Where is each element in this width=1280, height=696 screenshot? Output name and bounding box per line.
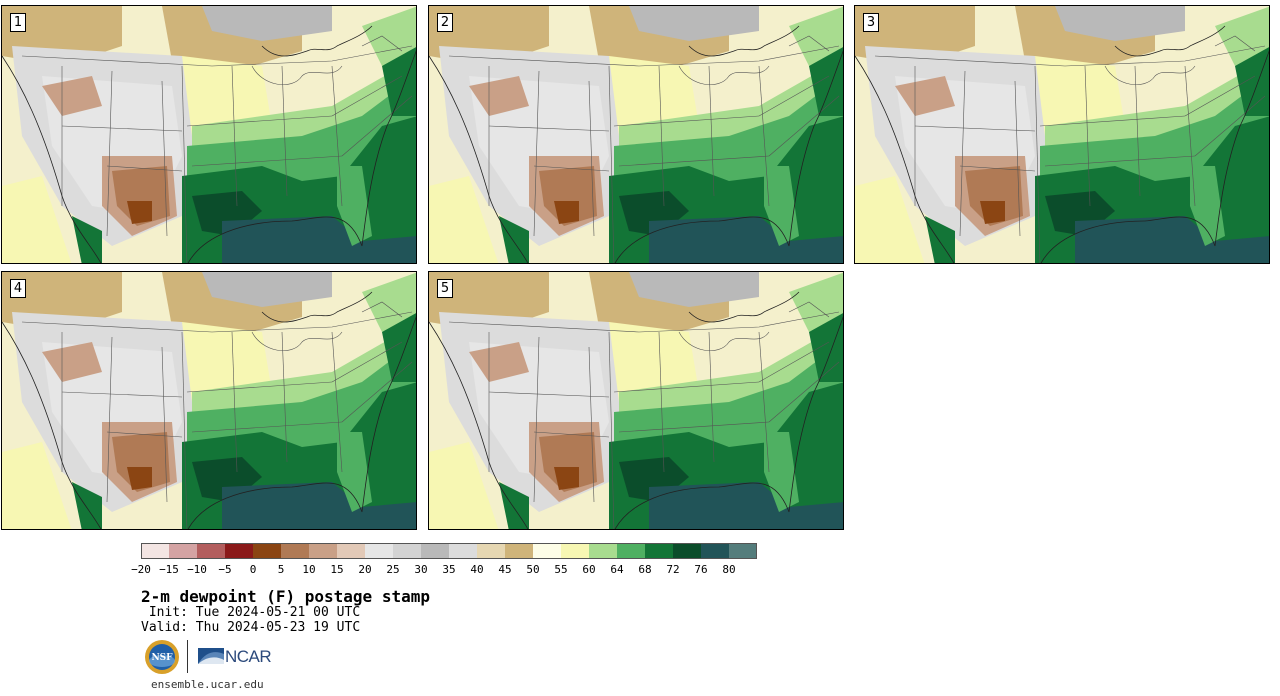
colorbar-segment: [673, 543, 702, 559]
colorbar-tick-label: 35: [442, 563, 456, 576]
nsf-logo-icon: NSF: [145, 640, 179, 674]
map-panel-3: 3: [854, 5, 1270, 264]
colorbar-segment: [225, 543, 254, 559]
colorbar-tick-label: 72: [666, 563, 680, 576]
panel-number: 4: [10, 279, 26, 298]
colorbar-tick-label: −5: [218, 563, 232, 576]
dewpoint-map: [2, 6, 416, 263]
map-panel-2: 2: [428, 5, 844, 264]
colorbar-segment: [393, 543, 422, 559]
dewpoint-map: [855, 6, 1269, 263]
map-panel-1: 1: [1, 5, 417, 264]
chart-title: 2-m dewpoint (F) postage stamp: [141, 587, 430, 606]
colorbar-tick-label: 80: [722, 563, 736, 576]
colorbar-tick-label: 15: [330, 563, 344, 576]
colorbar-segment: [421, 543, 450, 559]
panel-number: 2: [437, 13, 453, 32]
colorbar-tick-label: 76: [694, 563, 708, 576]
colorbar-tick-label: 20: [358, 563, 372, 576]
dewpoint-map: [2, 272, 416, 529]
colorbar-tick-label: 60: [582, 563, 596, 576]
colorbar-segment: [449, 543, 478, 559]
colorbar-segment: [253, 543, 282, 559]
map-panel-5: 5: [428, 271, 844, 530]
colorbar-tick-label: −15: [159, 563, 179, 576]
colorbar-segment: [281, 543, 310, 559]
colorbar-segment: [589, 543, 618, 559]
colorbar-tick-label: 68: [638, 563, 652, 576]
colorbar-segment: [701, 543, 730, 559]
colorbar-tick-label: 10: [302, 563, 316, 576]
colorbar-tick-label: 64: [610, 563, 624, 576]
panel-number: 1: [10, 13, 26, 32]
colorbar-segment: [533, 543, 562, 559]
colorbar-tick-label: 30: [414, 563, 428, 576]
colorbar-segment: [561, 543, 590, 559]
colorbar-tick-label: 25: [386, 563, 400, 576]
colorbar-tick-label: 45: [498, 563, 512, 576]
panel-number: 3: [863, 13, 879, 32]
colorbar-segment: [505, 543, 534, 559]
panel-number: 5: [437, 279, 453, 298]
logo-divider: [187, 640, 188, 673]
valid-time: Valid: Thu 2024-05-23 19 UTC: [141, 620, 361, 635]
colorbar-segment: [645, 543, 674, 559]
dewpoint-map: [429, 272, 843, 529]
colorbar-segment: [337, 543, 366, 559]
map-panel-4: 4: [1, 271, 417, 530]
colorbar-tick-label: 5: [277, 563, 285, 576]
colorbar-segment: [477, 543, 506, 559]
colorbar-segment: [169, 543, 198, 559]
colorbar-tick-label: 40: [470, 563, 484, 576]
colorbar-tick-label: 0: [249, 563, 257, 576]
dewpoint-colorbar: [141, 543, 757, 559]
colorbar-segment: [197, 543, 226, 559]
colorbar-segment: [617, 543, 646, 559]
nsf-logo-text: NSF: [151, 653, 173, 663]
ncar-logo-text: NCAR: [225, 647, 272, 666]
site-url: ensemble.ucar.edu: [151, 678, 264, 691]
colorbar-segment: [365, 543, 394, 559]
colorbar-tick-label: 55: [554, 563, 568, 576]
colorbar-segment: [309, 543, 338, 559]
dewpoint-map: [429, 6, 843, 263]
colorbar-segment: [141, 543, 170, 559]
colorbar-tick-label: −20: [131, 563, 151, 576]
colorbar-segment: [729, 543, 757, 559]
colorbar-tick-label: 50: [526, 563, 540, 576]
ncar-logo-icon: [198, 648, 224, 664]
init-time: Init: Tue 2024-05-21 00 UTC: [141, 605, 361, 620]
colorbar-tick-label: −10: [187, 563, 207, 576]
